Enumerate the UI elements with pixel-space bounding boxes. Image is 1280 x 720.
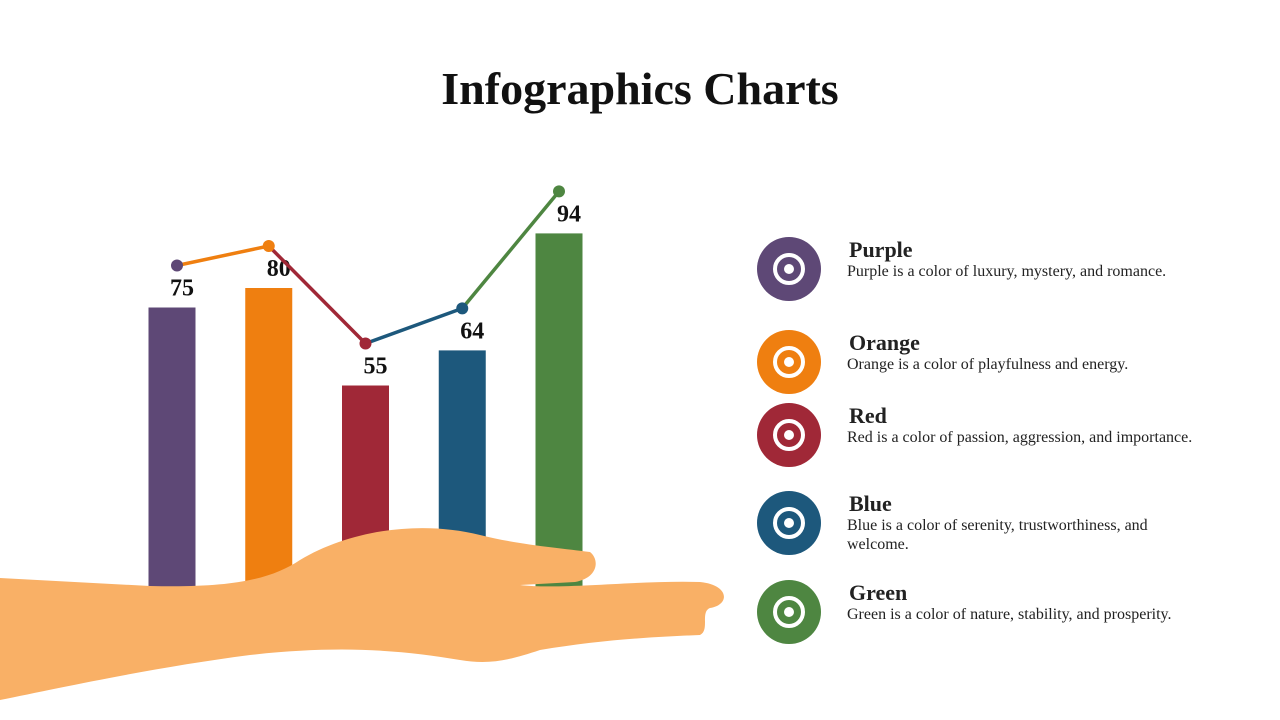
legend-name: Red [849, 403, 887, 428]
trend-line [171, 185, 565, 350]
legend-icon [757, 491, 821, 555]
legend-name: Blue [849, 491, 892, 516]
icon-glyph [784, 607, 794, 617]
hand [0, 528, 724, 700]
legend-icon [757, 580, 821, 644]
trend-segment [267, 244, 367, 345]
value-label: 75 [170, 276, 194, 302]
legend-icon [757, 237, 821, 301]
legend-item: Purple Purple is a color of luxury, myste… [847, 238, 1207, 281]
icon-glyph [773, 507, 805, 539]
legend-description: Blue is a color of serenity, trustworthi… [847, 517, 1148, 553]
value-label: 55 [364, 354, 388, 380]
icon-glyph [773, 253, 805, 285]
legend-name: Green [849, 580, 908, 605]
legend-description: Red is a color of passion, aggression, a… [847, 429, 1193, 446]
value-label: 80 [267, 256, 291, 282]
bar [535, 233, 583, 600]
legend-item: Blue Blue is a color of serenity, trustwo… [847, 492, 1207, 554]
legend-name: Orange [849, 330, 920, 355]
trend-segment [460, 190, 561, 310]
trend-point [456, 302, 469, 315]
trend-point [171, 259, 183, 272]
chart: 75 80 55 64 94 [0, 185, 724, 700]
icon-glyph [784, 518, 794, 528]
value-label: 94 [557, 201, 581, 227]
icon-glyph [773, 596, 805, 628]
legend-description: Orange is a color of playfulness and ene… [847, 356, 1129, 373]
legend-item: Red Red is a color of passion, aggression… [847, 404, 1207, 447]
trend-point [553, 185, 565, 198]
value-label: 64 [460, 318, 484, 344]
legend-item: Orange Orange is a color of playfulness a… [847, 331, 1207, 374]
legend-name: Purple [849, 237, 913, 262]
trend-segment [364, 306, 463, 346]
legend-icon [757, 403, 821, 467]
legend-description: Purple is a color of luxury, mystery, an… [847, 263, 1167, 280]
icon-glyph [784, 430, 794, 440]
chart-title: Infographics Charts [441, 63, 839, 114]
bar [148, 307, 196, 600]
trend-segment [176, 244, 270, 268]
legend-icon [757, 330, 821, 394]
icon-glyph [773, 419, 805, 451]
trend-point [359, 337, 372, 350]
legend-description: Green is a color of nature, stability, a… [847, 606, 1172, 623]
bar [245, 288, 293, 600]
icon-glyph [773, 346, 805, 378]
icon-glyph [784, 357, 794, 367]
icon-glyph [784, 264, 794, 274]
trend-point [262, 240, 275, 252]
legend-item: Green Green is a color of nature, stabili… [847, 581, 1207, 624]
